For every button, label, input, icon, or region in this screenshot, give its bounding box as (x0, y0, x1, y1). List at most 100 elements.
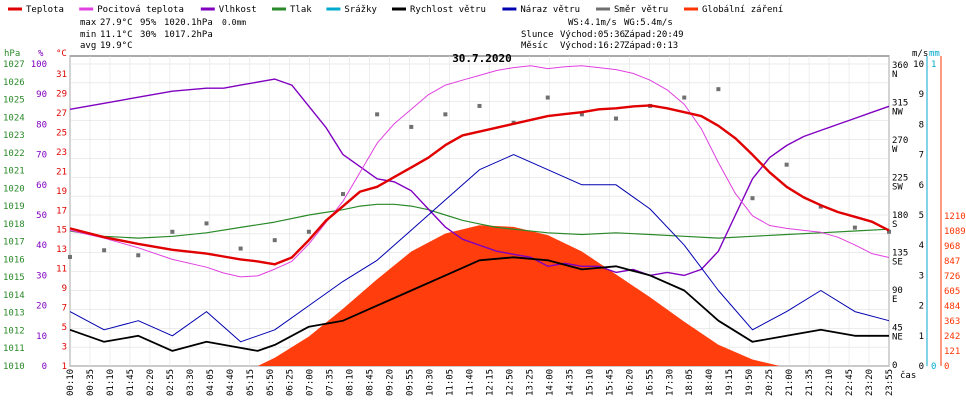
stat-max-press: 1020.1hPa (164, 18, 213, 28)
pressure-tick-16: 1011 (3, 344, 25, 354)
axis-unit-time: čas (900, 370, 916, 381)
legend-label-6: Náraz větru (520, 5, 580, 15)
temp-tick-11: 9 (62, 284, 67, 294)
time-tick-29: 16:55 (645, 369, 655, 396)
wind-tick-3: 7 (919, 151, 924, 161)
sun-rise: Východ:05:36 (560, 30, 625, 40)
dir-label-4: S (892, 220, 897, 230)
dir-point-4 (204, 221, 209, 226)
temp-tick-15: 1 (62, 362, 67, 372)
rad-tick-8: 242 (944, 332, 960, 342)
time-tick-30: 17:30 (665, 369, 675, 396)
humidity-tick-3: 70 (36, 151, 47, 161)
wind-tick-1: 9 (919, 90, 924, 100)
legend-label-3: Tlak (290, 5, 312, 15)
humidity-tick-0: 100 (31, 60, 47, 70)
axis-unit-pressure: hPa (4, 49, 20, 59)
time-tick-12: 07:00 (306, 369, 316, 396)
dir-point-14 (545, 95, 550, 100)
temp-tick-0: 31 (56, 70, 67, 80)
dir-point-2 (136, 253, 141, 258)
time-tick-6: 03:30 (186, 369, 196, 396)
time-tick-10: 05:50 (266, 369, 276, 396)
temp-tick-1: 29 (56, 89, 67, 99)
axis-unit-rain: mm (929, 49, 940, 59)
stat-max-temp: 27.9°C (100, 18, 133, 28)
temp-tick-7: 17 (56, 206, 67, 216)
rad-tick-4: 726 (944, 272, 960, 282)
time-tick-32: 18:40 (705, 369, 715, 396)
stat-avg-temp: 19.9°C (100, 41, 133, 51)
wind-tick-4: 6 (919, 181, 924, 191)
dir-tick-0: 360 (892, 61, 908, 71)
time-tick-22: 12:50 (505, 369, 515, 396)
rad-tick-7: 363 (944, 317, 960, 327)
legend: Teplota Pocitová teplota Vlhkost Tlak Srážky… (8, 5, 783, 15)
temp-tick-4: 23 (56, 148, 67, 158)
pressure-tick-14: 1013 (3, 309, 25, 319)
time-tick-27: 15:45 (605, 369, 615, 396)
humidity-tick-5: 50 (36, 211, 47, 221)
series-feels-like-line (69, 65, 890, 278)
dir-point-23 (852, 225, 857, 230)
time-tick-0: 00:10 (66, 369, 76, 396)
legend-label-5: Rychlost větru (410, 5, 486, 15)
stat-avg-label: avg (80, 41, 96, 51)
humidity-tick-4: 60 (36, 181, 47, 191)
time-tick-18: 10:30 (426, 369, 436, 396)
time-tick-26: 15:10 (585, 369, 595, 396)
time-tick-34: 19:50 (745, 369, 755, 396)
stat-min-temp: 11.1°C (100, 30, 133, 40)
time-tick-16: 09:20 (386, 369, 396, 396)
humidity-tick-10: 0 (42, 362, 47, 372)
axis-unit-wind: m/s (912, 49, 928, 59)
axis-unit-temperature: °C (56, 49, 67, 59)
time-tick-11: 06:25 (286, 369, 296, 396)
moon-label: Měsíc (521, 41, 548, 51)
time-tick-25: 14:35 (565, 369, 575, 396)
series-gust-line (69, 154, 890, 343)
pressure-tick-7: 1020 (3, 184, 25, 194)
time-tick-8: 04:40 (226, 369, 236, 396)
time-tick-31: 18:05 (685, 369, 695, 396)
pressure-tick-4: 1023 (3, 131, 25, 141)
time-tick-17: 09:55 (406, 369, 416, 396)
humidity-tick-9: 10 (36, 332, 47, 342)
dir-label-1: NW (892, 108, 903, 118)
dir-point-21 (784, 162, 789, 167)
moon-rise: Východ:16:27 (560, 41, 625, 51)
stat-rain: 0.0mm (222, 18, 246, 27)
dir-tick-5: 135 (892, 249, 908, 259)
pressure-tick-10: 1017 (3, 238, 25, 248)
dir-tick-3: 225 (892, 174, 908, 184)
dir-point-22 (818, 204, 823, 209)
time-tick-3: 01:45 (126, 369, 136, 396)
time-tick-36: 21:00 (785, 369, 795, 396)
pressure-tick-0: 1027 (3, 60, 25, 70)
time-tick-4: 02:20 (146, 369, 156, 396)
temp-tick-9: 13 (56, 245, 67, 255)
stat-max-hum: 95% (140, 18, 157, 28)
time-tick-14: 08:10 (346, 369, 356, 396)
dir-point-12 (477, 103, 482, 108)
legend-label-4: Srážky (344, 5, 377, 15)
dir-label-3: SW (892, 183, 903, 193)
ws-stat: WS:4.1m/s (568, 18, 617, 28)
stat-min-hum: 30% (140, 30, 157, 40)
rad-tick-3: 847 (944, 257, 960, 267)
time-tick-5: 02:55 (166, 369, 176, 396)
dir-tick-8: 0 (892, 361, 897, 371)
dir-tick-1: 315 (892, 99, 908, 109)
x-axis: 00:10 00:35 01:10 01:45 02:20 02:55 03:30 04:05… (66, 369, 895, 396)
dir-point-15 (579, 112, 584, 117)
wind-tick-7: 3 (919, 271, 924, 281)
sun-set: Západ:20:49 (624, 30, 684, 40)
temp-tick-14: 3 (62, 343, 67, 353)
temp-tick-3: 25 (56, 128, 67, 138)
legend-label-1: Pocitová teplota (97, 5, 184, 15)
stat-min-press: 1017.2hPa (164, 30, 213, 40)
dir-point-6 (272, 238, 277, 243)
pressure-tick-3: 1024 (3, 113, 25, 123)
